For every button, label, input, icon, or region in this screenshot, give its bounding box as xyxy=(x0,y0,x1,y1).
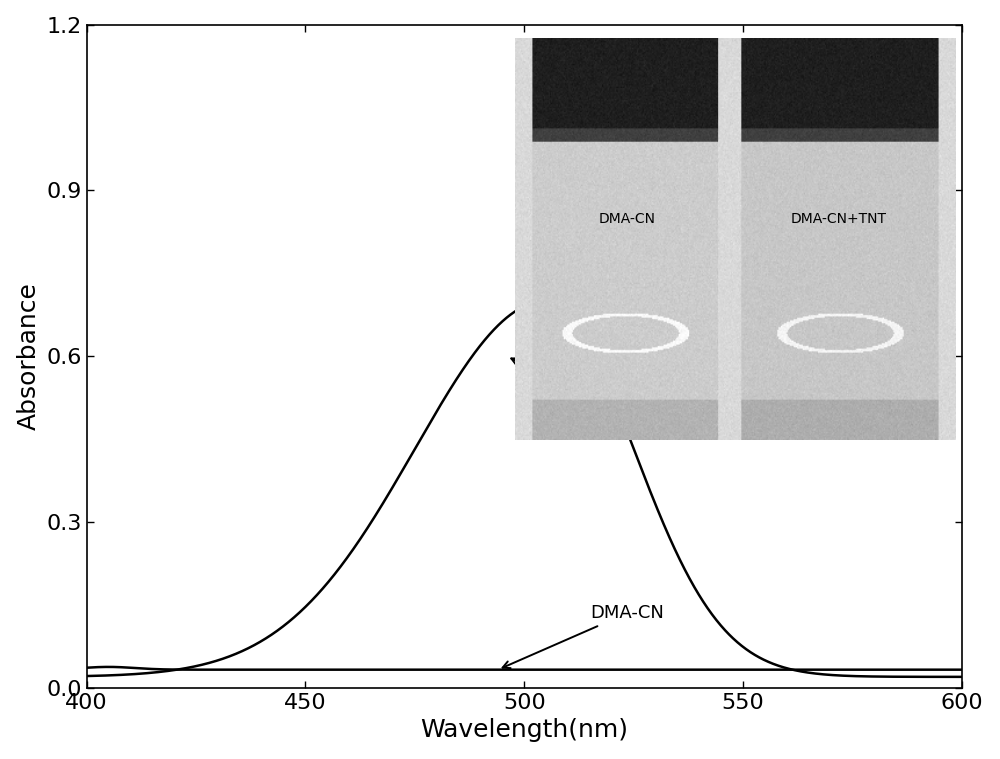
Text: DMA-CN+TNT: DMA-CN+TNT xyxy=(511,358,723,440)
Text: DMA-CN+TNT: DMA-CN+TNT xyxy=(790,212,886,226)
Text: DMA-CN: DMA-CN xyxy=(599,212,656,226)
Text: DMA-CN: DMA-CN xyxy=(503,604,664,668)
Y-axis label: Absorbance: Absorbance xyxy=(17,282,41,430)
X-axis label: Wavelength(nm): Wavelength(nm) xyxy=(420,718,628,742)
